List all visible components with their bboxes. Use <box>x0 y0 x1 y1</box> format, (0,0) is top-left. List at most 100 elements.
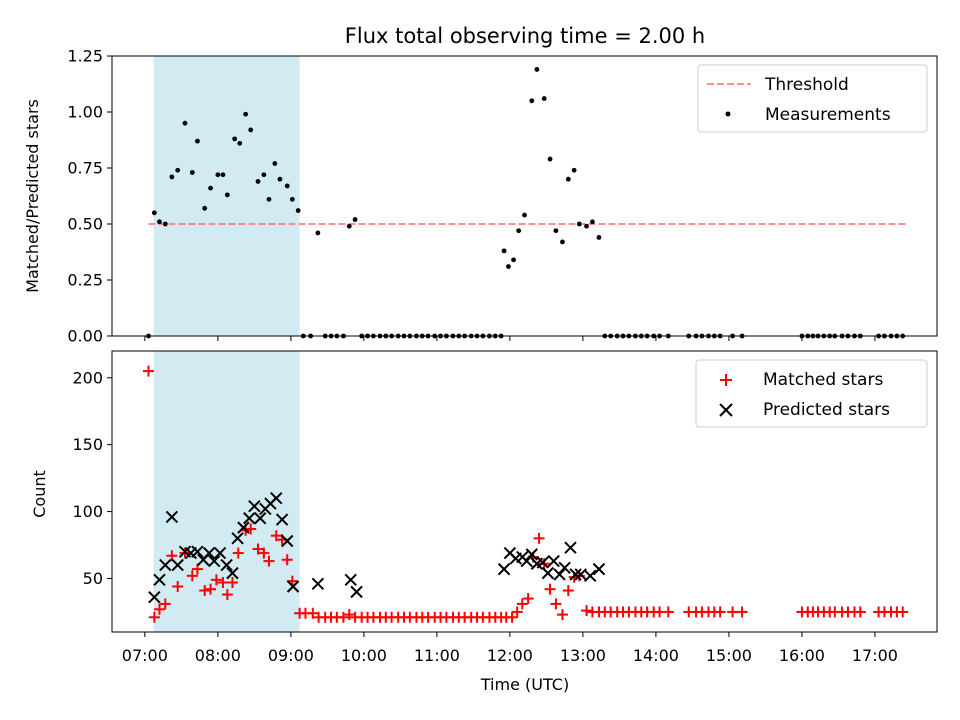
top-ytick-label: 0.50 <box>67 215 103 234</box>
predicted-point <box>350 585 363 599</box>
predicted-point <box>270 491 283 505</box>
predicted-point <box>213 546 227 560</box>
matched-point <box>714 606 726 618</box>
matched-point <box>221 589 233 601</box>
measurement-point <box>208 185 213 191</box>
bottom-ytick-label: 50 <box>83 569 103 588</box>
bottom-xtick-label: 11:00 <box>414 646 460 665</box>
top-ytick-label: 0.25 <box>67 271 103 290</box>
predicted-point <box>220 558 233 572</box>
measurement-point <box>182 120 188 126</box>
measurement-point <box>571 167 577 173</box>
measurement-point <box>501 248 507 254</box>
bottom-legend-frame <box>695 359 928 428</box>
matched-point <box>232 547 244 559</box>
measurement-points <box>146 67 906 339</box>
top-ylabel: Matched/Predicted stars <box>23 99 42 293</box>
predicted-point <box>148 591 161 604</box>
predicted-point <box>592 562 606 576</box>
measurement-point <box>266 196 272 202</box>
predicted-point <box>254 512 267 525</box>
predicted-point <box>153 573 166 587</box>
matched-point <box>581 605 593 617</box>
predicted-point <box>344 573 357 587</box>
measurement-point <box>202 205 208 211</box>
measurement-point <box>272 161 278 166</box>
measurement-point <box>506 264 511 269</box>
matched-point <box>343 609 355 621</box>
predicted-point <box>497 562 511 576</box>
measurement-point <box>232 136 238 142</box>
bottom-ylabel: Count <box>30 470 49 518</box>
predicted-point <box>191 545 204 558</box>
top-legend: Threshold Measurements <box>697 64 928 133</box>
measurement-point <box>220 172 226 178</box>
matched-point <box>210 574 222 586</box>
legend-matched-swatch <box>720 374 732 386</box>
measurement-point <box>589 219 595 225</box>
matched-point <box>191 563 203 575</box>
top-axes-frame <box>111 55 938 337</box>
measurement-point <box>553 228 559 234</box>
matched-point <box>143 365 155 377</box>
matched-point <box>727 606 739 618</box>
measurement-point <box>248 127 254 133</box>
matched-point <box>562 585 574 597</box>
measurement-point <box>255 179 261 184</box>
measurement-point <box>511 257 516 263</box>
measurement-point <box>175 167 181 173</box>
measurement-point <box>346 223 352 229</box>
matched-point <box>556 609 568 621</box>
predicted-point <box>202 546 216 560</box>
matched-point <box>516 598 528 610</box>
legend-matched-label: Matched stars <box>763 370 883 390</box>
predicted-point <box>584 569 597 583</box>
predicted-point <box>226 566 239 580</box>
matched-point <box>199 585 211 597</box>
measurement-point <box>522 212 527 218</box>
predicted-point <box>569 568 582 581</box>
legend-threshold-label: Threshold <box>764 75 849 95</box>
measurement-point <box>516 228 522 234</box>
matched-point <box>258 547 270 559</box>
bottom-xlabel: Time (UTC) <box>480 675 569 694</box>
measurement-point <box>534 67 540 72</box>
top-ytick-label: 0.75 <box>67 159 103 178</box>
measurement-point <box>547 156 553 162</box>
measurement-point <box>169 174 175 180</box>
bottom-xtick-label: 12:00 <box>487 646 533 665</box>
matched-point <box>736 606 748 618</box>
matched-point <box>544 583 556 595</box>
legend-predicted-swatch <box>719 403 733 417</box>
bottom-xtick-label: 16:00 <box>779 646 825 665</box>
predicted-point <box>520 554 533 568</box>
bottom-ytick-label: 150 <box>72 435 103 454</box>
bottom-xtick-label: 08:00 <box>195 646 241 665</box>
bottom-axes-frame <box>111 350 938 633</box>
matched-point <box>159 598 171 610</box>
measurement-point <box>157 219 162 225</box>
measurement-point <box>315 230 321 236</box>
predicted-points <box>148 491 606 604</box>
measurement-point <box>162 221 168 227</box>
legend-measurement-swatch <box>725 111 731 117</box>
top-yticks: 0.00 0.25 0.50 0.75 1.00 1.25 <box>67 47 112 346</box>
matched-point <box>270 530 282 542</box>
predicted-point <box>281 534 294 548</box>
measurement-point <box>565 176 571 182</box>
matched-point <box>511 606 523 618</box>
bottom-xtick-label: 13:00 <box>560 646 606 665</box>
bottom-ytick-label: 100 <box>72 502 103 521</box>
predicted-point <box>541 566 555 580</box>
predicted-point <box>553 568 566 581</box>
matched-points <box>143 365 909 623</box>
predicted-point <box>564 541 577 554</box>
predicted-point <box>231 532 244 545</box>
measurement-point <box>284 183 290 189</box>
predicted-point <box>243 512 256 525</box>
predicted-point <box>536 556 549 569</box>
measurement-point <box>529 98 535 104</box>
predicted-point <box>311 577 325 591</box>
matched-point <box>506 611 518 623</box>
